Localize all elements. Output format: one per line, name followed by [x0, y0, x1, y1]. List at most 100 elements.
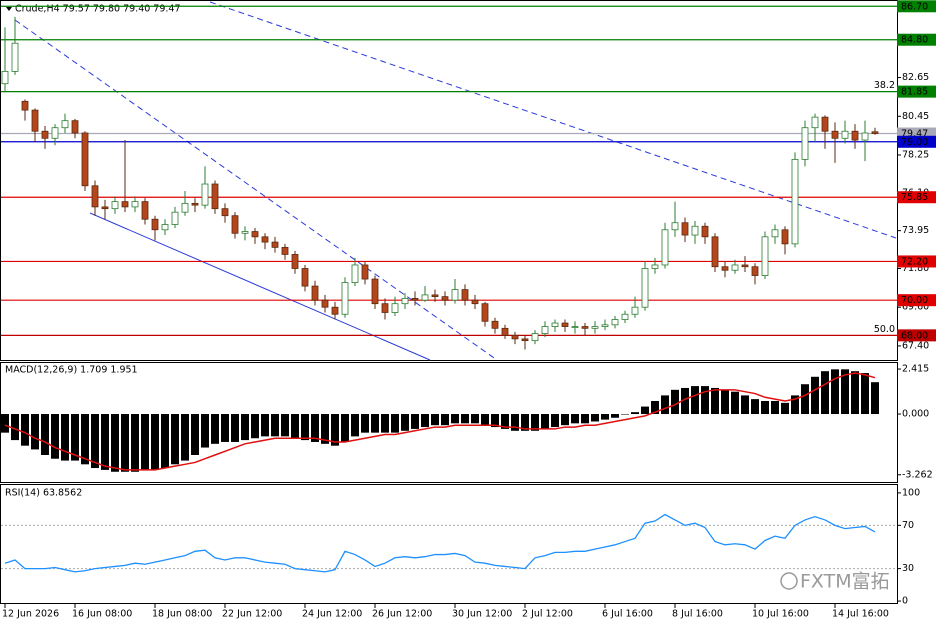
macd-bar	[141, 414, 149, 470]
macd-bar	[41, 414, 49, 455]
candle-body	[271, 241, 279, 248]
y-tick-label: 30	[902, 563, 914, 574]
candle-body	[791, 158, 799, 245]
macd-bar	[111, 414, 119, 472]
candle-body	[471, 299, 479, 305]
candle-body	[431, 294, 439, 298]
macd-bar	[651, 400, 659, 415]
macd-bar	[251, 414, 259, 439]
macd-bar	[771, 400, 779, 415]
candle-body	[741, 264, 749, 268]
macd-bar	[221, 414, 229, 442]
candle-body	[161, 224, 169, 231]
macd-bar	[211, 414, 219, 444]
y-tick-label: 0	[902, 596, 908, 607]
x-tick-label: 12 Jun 2026	[2, 609, 59, 620]
candle-body	[841, 130, 849, 139]
candle-body	[251, 231, 259, 238]
rsi-panel	[0, 484, 898, 604]
candle-body	[201, 183, 209, 206]
macd-bar	[811, 376, 819, 415]
macd-bar	[231, 414, 239, 442]
candle-body	[301, 268, 309, 287]
candle-body	[571, 326, 579, 328]
x-tick-label: 22 Jun 12:00	[222, 609, 282, 620]
macd-bar	[721, 389, 729, 415]
macd-bar	[181, 414, 189, 461]
macd-bar	[71, 414, 79, 461]
macd-bar	[101, 414, 109, 470]
macd-bar	[191, 414, 199, 455]
y-tick-label: 67.40	[902, 340, 929, 351]
level-label-box	[897, 329, 936, 342]
macd-bar	[11, 414, 19, 441]
macd-bar	[351, 414, 359, 437]
macd-bar	[241, 414, 249, 441]
candle-body	[151, 218, 159, 231]
y-tick-label: 69.60	[902, 302, 929, 313]
macd-bar	[361, 414, 369, 433]
macd-bar	[471, 414, 479, 424]
macd-bar	[531, 414, 539, 431]
level-note: 38.2	[874, 80, 895, 91]
macd-bar	[441, 414, 449, 426]
candle-body	[441, 296, 449, 301]
macd-bar	[521, 414, 529, 431]
y-tick-label: 82.65	[902, 72, 929, 83]
candle-body	[71, 120, 79, 134]
candle-body	[621, 313, 629, 320]
candle-body	[801, 127, 809, 160]
macd-bar	[451, 414, 459, 424]
candle-body	[191, 202, 199, 206]
level-label-box	[897, 0, 936, 13]
macd-bar	[421, 414, 429, 428]
candle-body	[581, 326, 589, 329]
candle-body	[561, 322, 569, 327]
macd-bar	[201, 414, 209, 448]
macd-bar	[621, 414, 629, 415]
macd-bar	[151, 414, 159, 470]
macd-bar	[61, 414, 69, 461]
candle-body	[511, 334, 519, 340]
candle-body	[311, 285, 319, 301]
x-tick-label: 18 Jun 08:00	[152, 609, 212, 620]
macd-bar	[791, 395, 799, 415]
macd-bar	[511, 414, 519, 431]
level-label: 68.00	[901, 330, 928, 341]
candle-body	[731, 264, 739, 271]
level-label-box	[897, 33, 936, 46]
candle-body	[171, 211, 179, 225]
candle-body	[721, 266, 729, 271]
macd-bar	[21, 414, 29, 446]
macd-bar	[391, 414, 399, 433]
menu-arrow[interactable]	[6, 7, 12, 11]
rsi-title: RSI(14) 63.8562	[5, 488, 82, 499]
trend-line	[14, 19, 498, 361]
macd-bar	[311, 414, 319, 442]
candle-body	[821, 116, 829, 132]
level-label: 79.47	[901, 129, 928, 140]
macd-bar	[281, 414, 289, 437]
macd-bar	[561, 414, 569, 426]
x-tick-label: 10 Jul 16:00	[752, 609, 809, 620]
macd-title: MACD(12,26,9) 1.709 1.951	[5, 365, 138, 376]
x-tick-label: 24 Jun 12:00	[302, 609, 362, 620]
macd-bar	[541, 414, 549, 429]
candle-body	[781, 229, 789, 245]
macd-bar	[291, 414, 299, 439]
candle-body	[61, 120, 69, 129]
candle-body	[631, 306, 639, 315]
candle-body	[261, 236, 269, 243]
candle-body	[101, 206, 109, 210]
macd-bar	[751, 399, 759, 415]
x-tick-label: 16 Jun 08:00	[72, 609, 132, 620]
candle-body	[851, 130, 859, 141]
price-panel	[0, 0, 898, 361]
candle-body	[551, 322, 559, 327]
candle-body	[31, 109, 39, 132]
candle-body	[21, 100, 29, 111]
macd-bar	[781, 402, 789, 415]
y-tick-label: 80.45	[902, 111, 929, 122]
macd-bar	[801, 384, 809, 415]
